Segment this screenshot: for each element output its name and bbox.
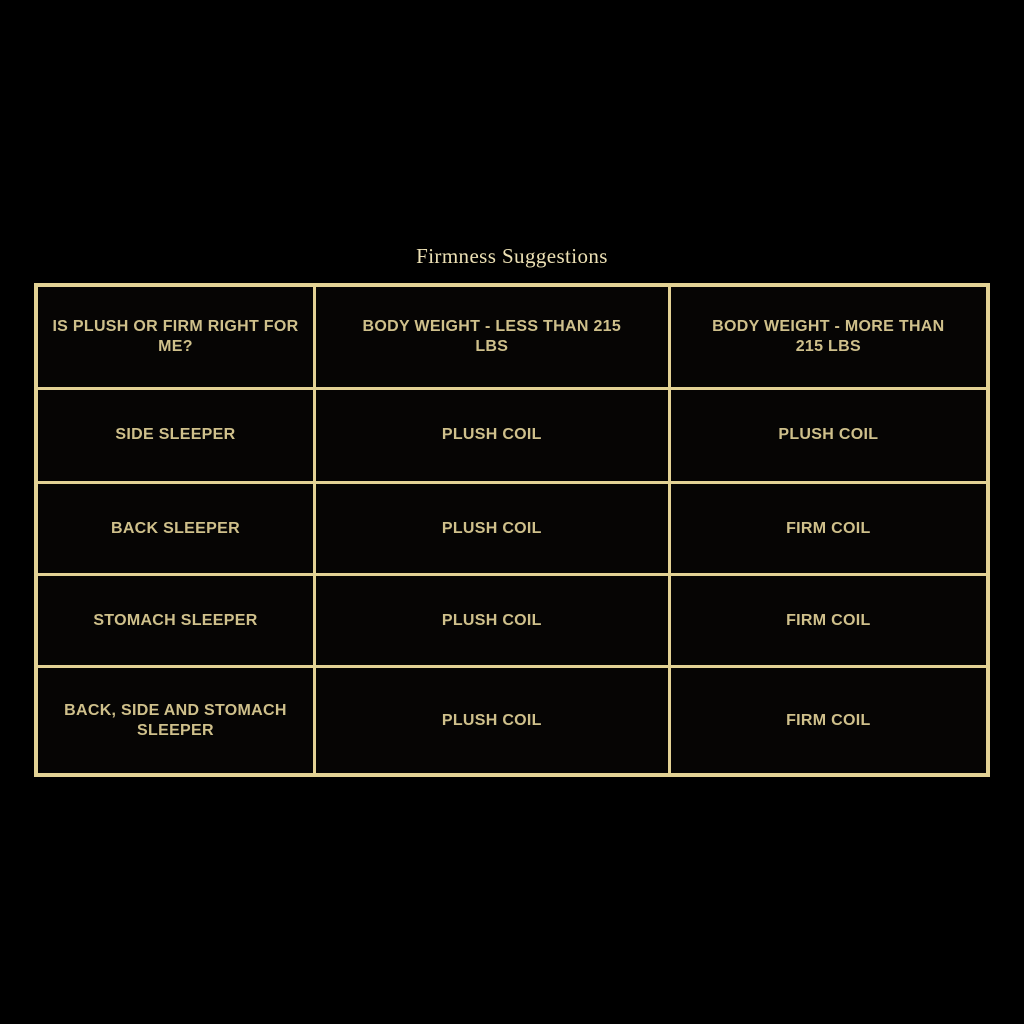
cell-back-sleeper-more-215: FIRM COIL <box>670 483 986 574</box>
cell-back-sleeper-less-215: PLUSH COIL <box>315 483 668 574</box>
cell-stomach-sleeper-less-215: PLUSH COIL <box>315 576 668 666</box>
header-cell-body-weight-less-215: BODY WEIGHT - LESS THAN 215 LBS <box>315 287 668 387</box>
cell-side-sleeper-less-215: PLUSH COIL <box>315 389 668 481</box>
cell-side-sleeper: SIDE SLEEPER <box>38 389 313 481</box>
cell-stomach-sleeper-more-215: FIRM COIL <box>670 576 986 666</box>
header-cell-body-weight-more-215: BODY WEIGHT - MORE THAN 215 LBS <box>670 287 986 387</box>
firmness-suggestions-table: IS PLUSH OR FIRM RIGHT FOR ME? BODY WEIG… <box>34 283 990 777</box>
header-cell-plush-or-firm-question: IS PLUSH OR FIRM RIGHT FOR ME? <box>38 287 313 387</box>
cell-stomach-sleeper: STOMACH SLEEPER <box>38 576 313 666</box>
cell-combo-sleeper: BACK, SIDE AND STOMACH SLEEPER <box>38 668 313 773</box>
cell-combo-sleeper-more-215: FIRM COIL <box>670 668 986 773</box>
cell-side-sleeper-more-215: PLUSH COIL <box>670 389 986 481</box>
cell-combo-sleeper-less-215: PLUSH COIL <box>315 668 668 773</box>
cell-back-sleeper: BACK SLEEPER <box>38 483 313 574</box>
page-title: Firmness Suggestions <box>416 244 608 268</box>
